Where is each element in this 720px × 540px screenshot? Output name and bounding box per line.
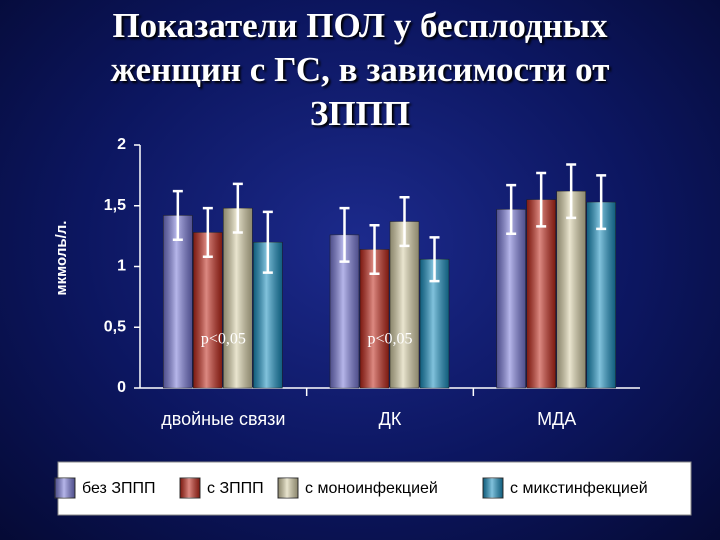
- legend-label: с моноинфекцией: [305, 480, 438, 497]
- error-bar: [232, 182, 243, 234]
- legend-label: с микстинфекцией: [510, 480, 648, 497]
- chart-title: Показатели ПОЛ у бесплодных женщин с ГС,…: [110, 6, 610, 133]
- error-bar: [202, 206, 213, 259]
- bar-shine: [390, 221, 419, 388]
- y-tick-label: 0,5: [104, 318, 126, 335]
- error-bar: [506, 183, 517, 235]
- error-bar: [429, 236, 440, 283]
- bar-shine: [223, 208, 253, 388]
- bar-shine: [526, 199, 556, 388]
- x-tick-label: двойные связи: [161, 409, 285, 429]
- legend-label: с ЗППП: [207, 480, 264, 497]
- legend-label: без ЗППП: [82, 480, 155, 497]
- y-tick-label: 2: [117, 136, 126, 153]
- error-bar: [399, 195, 410, 248]
- y-tick-label: 1: [117, 258, 126, 275]
- legend-swatch-shine: [55, 478, 75, 498]
- error-bar: [369, 223, 380, 276]
- y-tick-label: 1,5: [104, 197, 126, 214]
- annotation: p<0,05: [367, 331, 412, 348]
- error-bar: [536, 171, 547, 228]
- bar-shine: [586, 202, 616, 388]
- legend-swatch-shine: [483, 478, 503, 498]
- legend-swatch-shine: [278, 478, 298, 498]
- error-bar: [339, 206, 350, 263]
- y-axis-label: мкмоль/л.: [53, 221, 70, 296]
- legend-box: [57, 461, 692, 516]
- x-tick-label: МДА: [537, 409, 576, 429]
- error-bar: [596, 174, 607, 231]
- error-bar: [172, 189, 183, 242]
- y-tick-label: 0: [117, 379, 126, 396]
- annotation: p<0,05: [201, 331, 246, 348]
- error-bar: [566, 163, 577, 220]
- bar-shine: [163, 215, 193, 388]
- error-bar: [262, 210, 273, 274]
- bar-shine: [556, 191, 586, 388]
- legend-swatch-shine: [180, 478, 200, 498]
- bar-shine: [496, 209, 526, 388]
- x-tick-label: ДК: [379, 409, 402, 429]
- bar-shine: [193, 232, 223, 388]
